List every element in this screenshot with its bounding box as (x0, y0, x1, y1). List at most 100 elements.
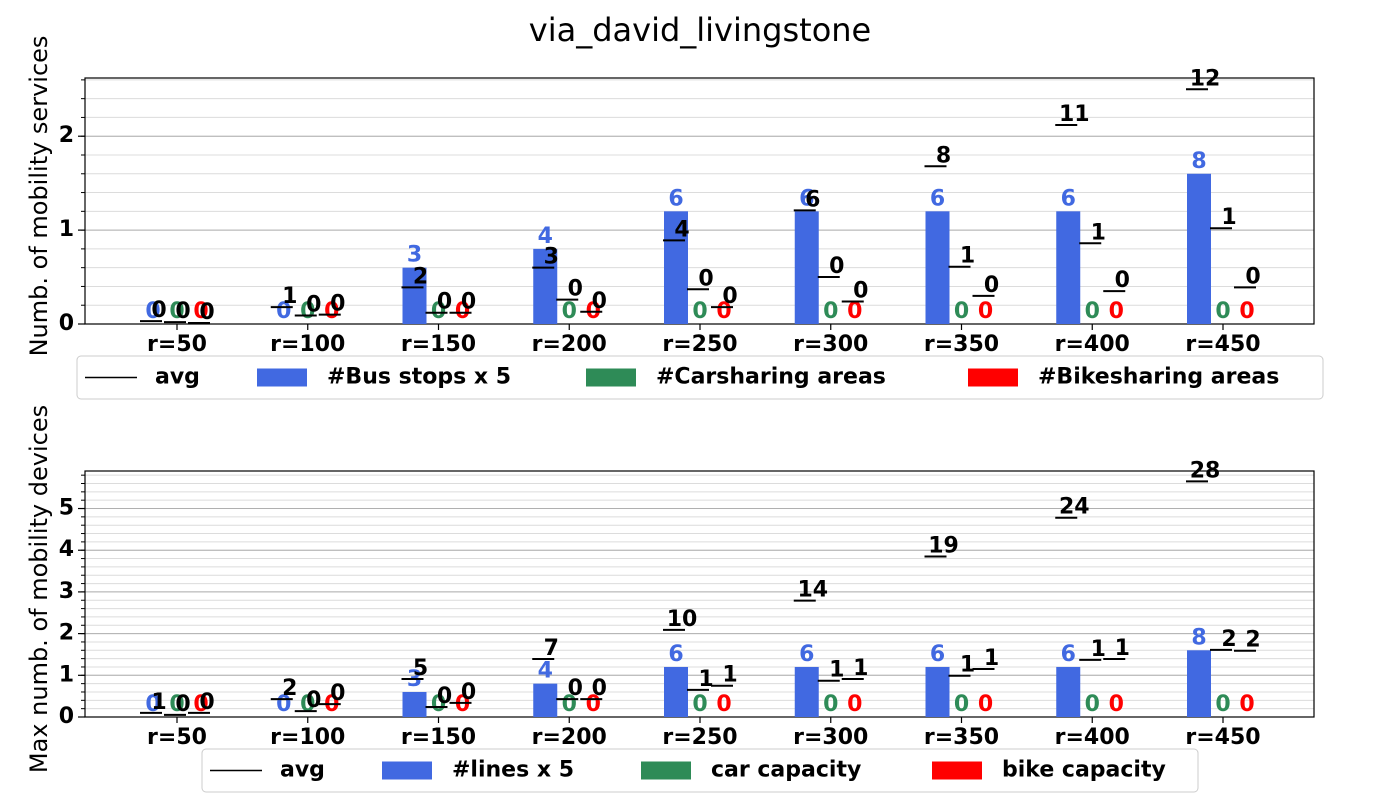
figure-title: via_david_livingstone (529, 11, 871, 49)
bar-value-label: 0 (1239, 299, 1254, 324)
avg-value-label: 0 (853, 278, 868, 303)
avg-value-label: 11 (1059, 102, 1090, 127)
legend-swatch (932, 761, 982, 780)
bar-value-label: 0 (692, 692, 707, 717)
y-tick-label: 3 (59, 579, 74, 604)
bar-value-label: 4 (538, 659, 553, 684)
avg-value-label: 0 (829, 254, 844, 279)
avg-value-label: 1 (151, 690, 166, 715)
bar-value-label: 0 (978, 692, 993, 717)
avg-value-label: 1 (960, 244, 975, 269)
bar-value-label: 0 (1109, 692, 1124, 717)
bar-value-label: 0 (455, 692, 470, 717)
bar-value-label: 0 (823, 692, 838, 717)
x-tick-label: r=350 (924, 332, 999, 357)
avg-value-label: 0 (151, 298, 166, 323)
bar-value-label: 0 (193, 692, 208, 717)
avg-value-label: 0 (330, 292, 345, 317)
x-tick-label: r=300 (793, 725, 868, 750)
avg-value-label: 2 (1245, 628, 1260, 653)
avg-value-label: 12 (1190, 66, 1221, 91)
avg-value-label: 8 (936, 143, 951, 168)
x-tick-label: r=100 (270, 725, 345, 750)
bar (664, 211, 688, 324)
legend-swatch (641, 761, 691, 780)
bar (402, 691, 427, 717)
bar (1187, 650, 1211, 717)
bar (533, 683, 558, 717)
avg-value-label: 0 (568, 676, 583, 701)
avg-value-label: 0 (592, 676, 607, 701)
bar-value-label: 0 (276, 299, 291, 324)
x-tick-label: r=150 (401, 725, 476, 750)
avg-value-label: 24 (1059, 495, 1090, 520)
y-tick-label: 1 (59, 217, 74, 242)
bar (925, 211, 950, 324)
x-tick-label: r=100 (270, 332, 345, 357)
y-tick-label: 2 (59, 621, 74, 646)
x-tick-label: r=50 (147, 332, 207, 357)
bar (1056, 211, 1081, 324)
avg-value-label: 1 (1091, 637, 1106, 662)
avg-value-label: 0 (306, 688, 321, 713)
legend-frame (76, 355, 1324, 400)
legend-swatch (586, 368, 636, 387)
avg-value-label: 19 (928, 533, 959, 558)
legend-frame (201, 748, 1199, 793)
x-tick-label: r=400 (1055, 725, 1130, 750)
bar-value-label: 0 (823, 299, 838, 324)
legend-label: avg (280, 758, 325, 783)
legend-swatch (968, 368, 1018, 387)
x-tick-label: r=150 (401, 332, 476, 357)
bar (402, 267, 427, 324)
bar-value-label: 0 (193, 299, 208, 324)
avg-value-label: 2 (413, 264, 428, 289)
legend-label: bike capacity (1002, 758, 1166, 783)
avg-value-label: 4 (674, 217, 689, 242)
legend-swatch (257, 368, 307, 387)
avg-value-label: 5 (413, 656, 428, 681)
bar-value-label: 0 (324, 299, 339, 324)
y-tick-label: 0 (59, 311, 74, 336)
bar-value-label: 6 (668, 186, 683, 211)
y-axis-label: Max numb. of mobility devices (25, 405, 53, 773)
legend-label: #Carsharing areas (656, 365, 886, 390)
bar-value-label: 0 (169, 299, 184, 324)
bar-value-label: 0 (1109, 299, 1124, 324)
bar-value-label: 6 (930, 642, 945, 667)
avg-value-label: 1 (722, 663, 737, 688)
avg-value-label: 0 (437, 684, 452, 709)
bar-value-label: 6 (799, 186, 814, 211)
y-tick-label: 5 (59, 496, 74, 521)
bar-value-label: 0 (847, 299, 862, 324)
legend-label: avg (155, 365, 200, 390)
y-tick-label: 4 (59, 537, 74, 562)
x-tick-label: r=450 (1185, 725, 1260, 750)
avg-value-label: 1 (1115, 636, 1130, 661)
y-axis-label: Numb. of mobility services (25, 36, 53, 357)
bar (1187, 173, 1211, 324)
bar-value-label: 6 (930, 186, 945, 211)
y-tick-label: 1 (59, 662, 74, 687)
avg-value-label: 0 (1115, 268, 1130, 293)
bar-value-label: 0 (716, 299, 731, 324)
avg-value-label: 0 (1245, 264, 1260, 289)
bar-value-label: 0 (1215, 299, 1230, 324)
avg-value-label: 1 (984, 646, 999, 671)
avg-value-label: 10 (667, 607, 698, 632)
avg-value-label: 6 (805, 187, 820, 212)
bar-value-label: 0 (145, 692, 160, 717)
avg-value-label: 14 (797, 578, 828, 603)
x-tick-label: r=200 (532, 725, 607, 750)
x-tick-label: r=200 (532, 332, 607, 357)
avg-value-label: 1 (698, 667, 713, 692)
bar-value-label: 0 (431, 692, 446, 717)
x-tick-label: r=250 (662, 725, 737, 750)
avg-value-label: 1 (853, 656, 868, 681)
avg-value-label: 0 (199, 300, 214, 325)
bar-value-label: 6 (668, 642, 683, 667)
avg-value-label: 0 (698, 266, 713, 291)
bar-value-label: 3 (407, 243, 422, 268)
avg-value-label: 0 (199, 690, 214, 715)
